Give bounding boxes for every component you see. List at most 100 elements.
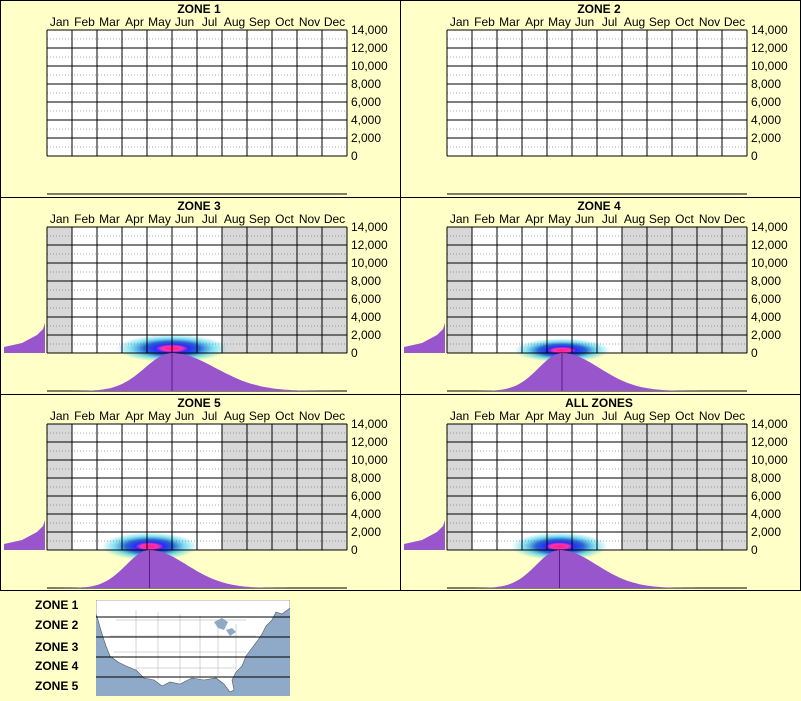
y-tick-label: 2,000: [751, 525, 781, 539]
month-column-sep: [247, 30, 272, 156]
month-label-mar: Mar: [99, 409, 120, 423]
seasonal-profile: [447, 550, 747, 588]
month-column-nov: [297, 424, 322, 550]
chart-panel-2: ZONE 3 Jan Feb Mar Apr May Jun Jul Aug Sep Oct Nov D…: [4, 199, 388, 392]
month-label-feb: Feb: [474, 212, 495, 226]
y-tick-label: 8,000: [351, 274, 381, 288]
seasonal-profile: [447, 353, 747, 391]
month-label-oct: Oct: [675, 212, 694, 226]
density-blob: [511, 532, 608, 561]
chart-title: ALL ZONES: [565, 396, 633, 410]
month-label-oct: Oct: [275, 212, 294, 226]
month-label-apr: Apr: [125, 212, 144, 226]
month-label-dec: Dec: [724, 409, 745, 423]
month-label-mar: Mar: [99, 15, 120, 29]
y-tick-label: 0: [751, 543, 758, 557]
y-tick-label: 8,000: [751, 77, 781, 91]
y-tick-label: 12,000: [751, 238, 788, 252]
month-column-jun: [172, 227, 197, 353]
month-label-aug: Aug: [624, 212, 645, 226]
month-label-may: May: [548, 212, 571, 226]
month-label-feb: Feb: [74, 212, 95, 226]
month-column-mar: [97, 424, 122, 550]
y-tick-label: 2,000: [751, 131, 781, 145]
month-column-feb: [472, 424, 497, 550]
month-label-dec: Dec: [324, 409, 345, 423]
month-label-oct: Oct: [675, 409, 694, 423]
month-column-may: [147, 30, 172, 156]
month-column-dec: [322, 424, 347, 550]
y-tick-label: 8,000: [351, 471, 381, 485]
month-label-jun: Jun: [575, 15, 594, 29]
great-lakes: [214, 618, 236, 636]
month-label-sep: Sep: [649, 212, 671, 226]
y-tick-label: 8,000: [351, 77, 381, 91]
chart-panel-5: ALL ZONES Jan Feb Mar Apr May Jun Jul Aug Sep Oct N…: [404, 396, 788, 589]
map-zone-lines: [96, 616, 290, 678]
y-tick-label: 4,000: [351, 113, 381, 127]
month-label-jul: Jul: [202, 15, 217, 29]
chart-panel-3: ZONE 4 Jan Feb Mar Apr May Jun Jul Aug Sep Oct Nov D…: [404, 199, 788, 392]
month-column-may: [147, 424, 172, 550]
month-column-jun: [572, 30, 597, 156]
charts-canvas: ZONE 1 Jan Feb Mar Apr May Jun Jul Aug Sep Oct Nov D…: [0, 0, 801, 591]
month-label-may: May: [148, 409, 171, 423]
month-column-jun: [572, 227, 597, 353]
month-label-may: May: [148, 212, 171, 226]
y-tick-label: 4,000: [351, 310, 381, 324]
y-tick-label: 10,000: [351, 59, 388, 73]
month-column-sep: [647, 227, 672, 353]
month-label-aug: Aug: [224, 212, 245, 226]
y-tick-label: 2,000: [351, 131, 381, 145]
seasonal-profile: [47, 353, 347, 391]
month-column-sep: [647, 424, 672, 550]
month-label-nov: Nov: [699, 409, 720, 423]
month-column-nov: [697, 227, 722, 353]
month-label-nov: Nov: [699, 212, 720, 226]
month-column-aug: [222, 227, 247, 353]
chart-title: ZONE 3: [177, 199, 221, 213]
month-label-feb: Feb: [74, 409, 95, 423]
month-column-may: [547, 30, 572, 156]
y-tick-label: 14,000: [751, 220, 788, 234]
map-state-borders: [110, 610, 256, 682]
y-tick-label: 12,000: [351, 41, 388, 55]
month-label-apr: Apr: [525, 409, 544, 423]
chart-panel-4: ZONE 5 Jan Feb Mar Apr May Jun Jul Aug Sep Oct Nov D…: [4, 396, 388, 589]
y-tick-label: 2,000: [351, 328, 381, 342]
month-label-apr: Apr: [125, 409, 144, 423]
month-label-nov: Nov: [699, 15, 720, 29]
y-tick-label: 0: [351, 543, 358, 557]
y-tick-label: 12,000: [351, 238, 388, 252]
month-label-sep: Sep: [249, 15, 271, 29]
month-label-oct: Oct: [275, 409, 294, 423]
y-tick-label: 10,000: [351, 256, 388, 270]
y-tick-label: 6,000: [751, 95, 781, 109]
month-column-jun: [572, 424, 597, 550]
month-label-jun: Jun: [175, 15, 194, 29]
month-column-sep: [647, 30, 672, 156]
y-tick-label: 0: [351, 346, 358, 360]
y-tick-label: 14,000: [351, 417, 388, 431]
y-tick-label: 10,000: [751, 453, 788, 467]
elevation-profile: [4, 323, 45, 353]
month-column-feb: [472, 227, 497, 353]
y-tick-label: 12,000: [751, 435, 788, 449]
month-label-feb: Feb: [74, 15, 95, 29]
month-label-sep: Sep: [249, 212, 271, 226]
month-label-nov: Nov: [299, 15, 320, 29]
y-tick-label: 4,000: [751, 507, 781, 521]
month-label-nov: Nov: [299, 212, 320, 226]
month-column-may: [547, 227, 572, 353]
month-column-dec: [322, 30, 347, 156]
month-label-oct: Oct: [675, 15, 694, 29]
month-label-jun: Jun: [575, 212, 594, 226]
y-tick-label: 6,000: [751, 489, 781, 503]
month-label-dec: Dec: [324, 212, 345, 226]
legend-zone-5-label: ZONE 5: [35, 679, 79, 693]
chart-title: ZONE 2: [577, 2, 621, 16]
y-tick-label: 14,000: [351, 23, 388, 37]
month-label-nov: Nov: [299, 409, 320, 423]
legend-zone-2-label: ZONE 2: [35, 618, 79, 632]
month-label-apr: Apr: [525, 212, 544, 226]
